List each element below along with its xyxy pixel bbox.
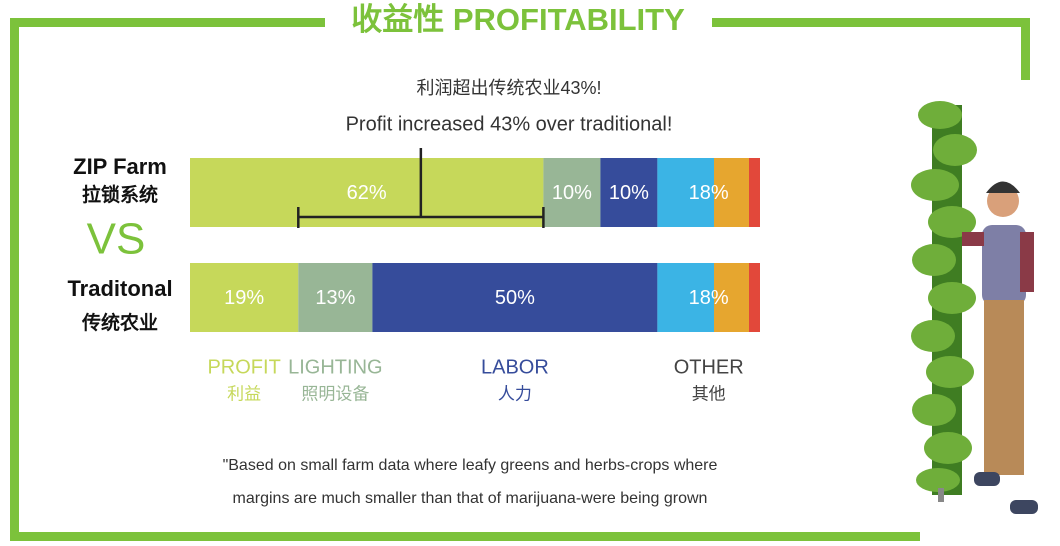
value-label: 18%	[689, 287, 729, 309]
footnote: "Based on small farm data where leafy gr…	[223, 457, 718, 474]
bar-segment	[298, 263, 373, 332]
legend-label: OTHER	[674, 356, 744, 378]
value-label: 19%	[224, 287, 264, 309]
frame	[10, 18, 1030, 541]
bar-segment	[657, 263, 760, 332]
value-label: 10%	[552, 182, 592, 204]
legend-label-zh: 利益	[227, 384, 261, 403]
annotation-zh: 利润超出传统农业43%!	[416, 78, 601, 98]
bar-segment	[657, 158, 760, 227]
annotation-en: Profit increased 43% over traditional!	[346, 113, 673, 135]
category-label: 拉锁系统	[82, 183, 158, 206]
legend-label-zh: 照明设备	[301, 384, 369, 403]
legend-label-zh: 人力	[498, 384, 532, 403]
legend-label: LIGHTING	[288, 356, 382, 378]
category-label: 传统农业	[81, 311, 158, 334]
legend-label-zh: 其他	[692, 384, 726, 403]
bar-segment	[190, 263, 299, 332]
category-label: Traditonal	[67, 276, 172, 301]
bar-segment	[543, 158, 601, 227]
legend-label: PROFIT	[207, 356, 280, 378]
bar-segment	[190, 158, 544, 227]
value-label: 50%	[495, 287, 535, 309]
value-label: 62%	[347, 182, 387, 204]
bar-segment	[600, 158, 658, 227]
bar-segment	[372, 263, 658, 332]
category-label: ZIP Farm	[73, 154, 167, 179]
illustration	[911, 101, 1038, 514]
title: 收益性 PROFITABILITY	[351, 2, 685, 37]
value-label: 18%	[689, 182, 729, 204]
value-label: 13%	[315, 287, 355, 309]
footnote: margins are much smaller than that of ma…	[233, 490, 708, 507]
difference-bracket	[297, 148, 545, 228]
versus: VS	[87, 215, 146, 264]
legend-label: LABOR	[481, 356, 549, 378]
value-label: 10%	[609, 182, 649, 204]
